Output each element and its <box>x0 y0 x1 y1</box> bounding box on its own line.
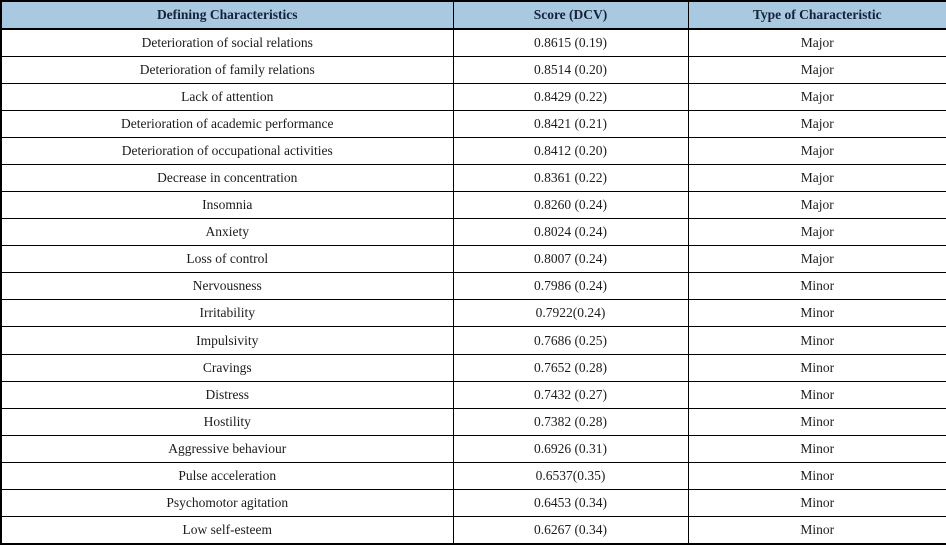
cell-characteristic: Loss of control <box>0 245 454 274</box>
cell-score: 0.8615 (0.19) <box>452 28 689 58</box>
cell-characteristic: Pulse acceleration <box>0 461 454 490</box>
cell-type: Minor <box>687 488 946 517</box>
table-row: Decrease in concentration 0.8361 (0.22) … <box>0 164 946 193</box>
cell-type: Major <box>687 245 946 274</box>
table-row: Loss of control 0.8007 (0.24) Major <box>0 245 946 274</box>
table-row: Lack of attention 0.8429 (0.22) Major <box>0 83 946 112</box>
cell-type: Minor <box>687 326 946 355</box>
cell-characteristic: Aggressive behaviour <box>0 434 454 463</box>
cell-characteristic: Nervousness <box>0 272 454 301</box>
cell-characteristic: Psychomotor agitation <box>0 488 454 517</box>
cell-type: Major <box>687 137 946 166</box>
table-row: Psychomotor agitation 0.6453 (0.34) Mino… <box>0 488 946 517</box>
table-row: Hostility 0.7382 (0.28) Minor <box>0 407 946 436</box>
cell-score: 0.6537(0.35) <box>452 461 689 490</box>
table-row: Deterioration of family relations 0.8514… <box>0 56 946 85</box>
table-row: Insomnia 0.8260 (0.24) Major <box>0 191 946 220</box>
cell-type: Major <box>687 56 946 85</box>
table-row: Distress 0.7432 (0.27) Minor <box>0 380 946 409</box>
cell-score: 0.7432 (0.27) <box>452 380 689 409</box>
cell-characteristic: Hostility <box>0 407 454 436</box>
cell-score: 0.7686 (0.25) <box>452 326 689 355</box>
cell-score: 0.7986 (0.24) <box>452 272 689 301</box>
cell-score: 0.7652 (0.28) <box>452 353 689 382</box>
cell-type: Minor <box>687 515 946 545</box>
cell-type: Minor <box>687 380 946 409</box>
cell-type: Minor <box>687 461 946 490</box>
table-row: Deterioration of academic performance 0.… <box>0 110 946 139</box>
cell-characteristic: Cravings <box>0 353 454 382</box>
cell-score: 0.8361 (0.22) <box>452 164 689 193</box>
table-row: Cravings 0.7652 (0.28) Minor <box>0 353 946 382</box>
table-row: Deterioration of social relations 0.8615… <box>0 28 946 58</box>
cell-type: Major <box>687 218 946 247</box>
cell-characteristic: Distress <box>0 380 454 409</box>
column-header-type-of-characteristic: Type of Characteristic <box>687 0 946 30</box>
table-row: Deterioration of occupational activities… <box>0 137 946 166</box>
cell-score: 0.8421 (0.21) <box>452 110 689 139</box>
cell-characteristic: Impulsivity <box>0 326 454 355</box>
table-row: Irritability 0.7922(0.24) Minor <box>0 299 946 328</box>
cell-type: Major <box>687 191 946 220</box>
cell-type: Major <box>687 83 946 112</box>
table-row: Impulsivity 0.7686 (0.25) Minor <box>0 326 946 355</box>
table-row: Aggressive behaviour 0.6926 (0.31) Minor <box>0 434 946 463</box>
cell-characteristic: Anxiety <box>0 218 454 247</box>
cell-score: 0.8429 (0.22) <box>452 83 689 112</box>
cell-score: 0.7922(0.24) <box>452 299 689 328</box>
cell-type: Major <box>687 164 946 193</box>
cell-type: Minor <box>687 299 946 328</box>
cell-score: 0.6267 (0.34) <box>452 515 689 545</box>
cell-characteristic: Decrease in concentration <box>0 164 454 193</box>
cell-score: 0.7382 (0.28) <box>452 407 689 436</box>
cell-score: 0.8007 (0.24) <box>452 245 689 274</box>
header-row: Defining Characteristics Score (DCV) Typ… <box>0 0 946 30</box>
cell-type: Minor <box>687 407 946 436</box>
cell-characteristic: Irritability <box>0 299 454 328</box>
cell-characteristic: Deterioration of occupational activities <box>0 137 454 166</box>
column-header-defining-characteristics: Defining Characteristics <box>0 0 454 30</box>
cell-score: 0.6926 (0.31) <box>452 434 689 463</box>
cell-characteristic: Lack of attention <box>0 83 454 112</box>
column-header-score-dcv: Score (DCV) <box>452 0 689 30</box>
cell-type: Major <box>687 110 946 139</box>
cell-type: Minor <box>687 272 946 301</box>
table-row: Anxiety 0.8024 (0.24) Major <box>0 218 946 247</box>
cell-type: Major <box>687 28 946 58</box>
cell-characteristic: Insomnia <box>0 191 454 220</box>
cell-score: 0.8260 (0.24) <box>452 191 689 220</box>
cell-characteristic: Deterioration of academic performance <box>0 110 454 139</box>
cell-characteristic: Deterioration of social relations <box>0 28 454 58</box>
cell-type: Minor <box>687 434 946 463</box>
cell-score: 0.6453 (0.34) <box>452 488 689 517</box>
cell-score: 0.8412 (0.20) <box>452 137 689 166</box>
table-row: Nervousness 0.7986 (0.24) Minor <box>0 272 946 301</box>
table-row: Pulse acceleration 0.6537(0.35) Minor <box>0 461 946 490</box>
cell-characteristic: Deterioration of family relations <box>0 56 454 85</box>
cell-score: 0.8514 (0.20) <box>452 56 689 85</box>
table-row: Low self-esteem 0.6267 (0.34) Minor <box>0 515 946 545</box>
cell-characteristic: Low self-esteem <box>0 515 454 545</box>
cell-score: 0.8024 (0.24) <box>452 218 689 247</box>
cell-type: Minor <box>687 353 946 382</box>
